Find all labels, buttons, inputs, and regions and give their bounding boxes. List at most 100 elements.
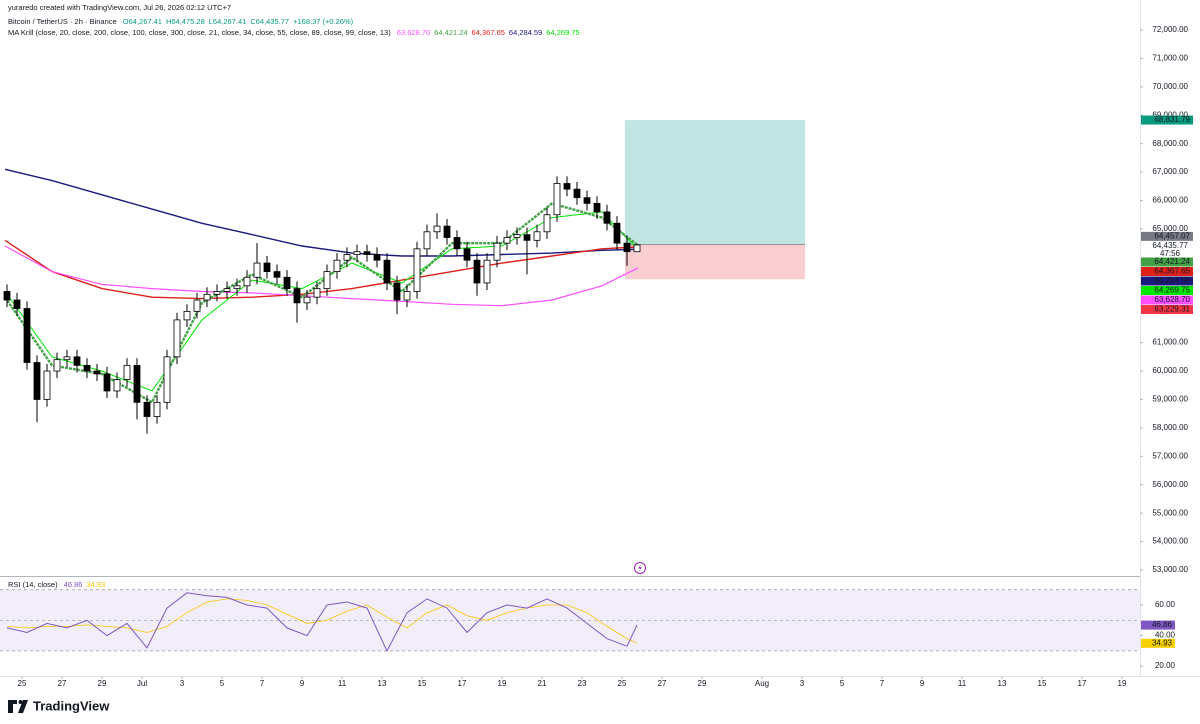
- y-tick-label: 57,000.00: [1152, 451, 1188, 460]
- x-tick-label: 17: [1078, 679, 1087, 688]
- ma-axis-label-bg: [1141, 257, 1193, 267]
- candle-body: [593, 202, 601, 213]
- candle-body: [423, 231, 431, 250]
- x-tick-label: 5: [220, 679, 225, 688]
- candle-body: [453, 237, 461, 250]
- ohlc: O64,267.41 H64,475.28 L64,267.41 C64,435.77…: [123, 17, 357, 26]
- y-tick-label: 59,000.00: [1152, 395, 1188, 404]
- y-tick-label: 58,000.00: [1152, 423, 1188, 432]
- rsi-values: 46.86 34.93: [64, 580, 110, 589]
- candle-body: [443, 225, 451, 238]
- target-label-bg: [1141, 115, 1193, 125]
- rsi-title: RSI (14, close): [8, 580, 58, 589]
- candle-body: [493, 242, 501, 261]
- candle-body: [43, 370, 51, 400]
- candle-body: [313, 288, 321, 298]
- y-tick-label: 40.00: [1155, 631, 1176, 640]
- x-tick-label: 19: [1118, 679, 1127, 688]
- candle-body: [263, 262, 271, 272]
- candle-body: [383, 259, 391, 284]
- rsi-axis-label: 46.86: [1152, 620, 1173, 629]
- candle-body: [153, 401, 161, 417]
- y-tick-label: 67,000.00: [1152, 167, 1188, 176]
- candle-body: [103, 373, 111, 392]
- countdown: 47:56: [1160, 249, 1181, 258]
- candle-body: [233, 285, 241, 290]
- candle-body: [303, 296, 311, 304]
- candle-body: [393, 282, 401, 301]
- x-tick-label: 19: [498, 679, 507, 688]
- x-tick-label: 27: [658, 679, 667, 688]
- ma-axis-label-bg: [1141, 267, 1193, 276]
- y-tick-label: 60,000.00: [1152, 366, 1188, 375]
- candle-body: [273, 271, 281, 278]
- target-label: 68,831.79: [1154, 115, 1190, 124]
- ma-axis-label-bg: [1141, 295, 1193, 305]
- candle-body: [363, 251, 371, 255]
- candle-body: [613, 222, 621, 244]
- candle-body: [123, 364, 131, 380]
- candle-body: [373, 254, 381, 261]
- y-tick-label: 70,000.00: [1152, 82, 1188, 91]
- symbol-legend: Bitcoin / TetherUS · 2h · Binance O64,26…: [8, 17, 361, 26]
- rsi-legend: RSI (14, close) 46.86 34.93: [8, 580, 113, 589]
- x-tick-label: 29: [98, 679, 107, 688]
- candle-body: [63, 356, 71, 361]
- lightning-icon[interactable]: [634, 562, 646, 574]
- candle-body: [523, 234, 531, 241]
- loss-zone: [625, 244, 805, 280]
- y-tick-label: 60.00: [1155, 600, 1176, 609]
- candle-body: [343, 254, 351, 261]
- ma-line: [4, 245, 639, 307]
- rsi-axis-label-bg: [1141, 638, 1175, 648]
- profit-zone: [625, 120, 805, 245]
- author-text: yuraredo created with TradingView.com, J…: [8, 3, 232, 12]
- candle-body: [333, 259, 341, 272]
- candle-body: [293, 288, 301, 304]
- ohlc-value: +168.37 (+0.26%): [293, 17, 354, 26]
- candle-body: [73, 356, 81, 366]
- candle-body: [513, 234, 521, 238]
- candle-body: [213, 291, 221, 295]
- candle-body: [403, 291, 411, 301]
- x-tick-label: 25: [18, 679, 27, 688]
- x-tick-label: 7: [880, 679, 885, 688]
- ma-axis-label-bg: [1141, 286, 1193, 295]
- entry-label: 64,457.07: [1154, 231, 1190, 240]
- ma-axis-label: 64,284.59: [1154, 276, 1190, 285]
- y-tick-label: 53,000.00: [1152, 565, 1188, 574]
- x-tick-label: 11: [338, 679, 347, 688]
- rsi-axis-label: 34.93: [1152, 638, 1173, 647]
- candle-body: [413, 248, 421, 292]
- candle-body: [553, 183, 561, 216]
- ma-axis-label: 64,269.75: [1154, 286, 1190, 295]
- candle-body: [483, 259, 491, 284]
- rsi-axis-label-bg: [1141, 620, 1175, 630]
- y-tick-label: 54,000.00: [1152, 537, 1188, 546]
- candle-body: [323, 271, 331, 290]
- candle-body: [533, 231, 541, 241]
- x-tick-label: 15: [418, 679, 427, 688]
- candle-body: [163, 356, 171, 403]
- y-tick-label: 20.00: [1155, 661, 1176, 670]
- x-tick-label: 13: [378, 679, 387, 688]
- candle-body: [143, 401, 151, 417]
- ma-last-value: 64,269.75: [546, 28, 580, 37]
- y-tick-label: 56,000.00: [1152, 480, 1188, 489]
- candle-body: [283, 276, 291, 290]
- y-tick-label: 72,000.00: [1152, 25, 1188, 34]
- ohlc-value: O64,267.41: [122, 17, 162, 26]
- last-price-label: 64,435.77: [1152, 241, 1188, 250]
- x-tick-label: 13: [998, 679, 1007, 688]
- x-tick-label: 9: [920, 679, 925, 688]
- ohlc-value: H64,475.28: [165, 17, 205, 26]
- x-tick-label: 27: [58, 679, 67, 688]
- ma-axis-label: 64,367.65: [1154, 267, 1190, 276]
- candle-body: [243, 276, 251, 287]
- y-tick-label: 61,000.00: [1152, 338, 1188, 347]
- author-line: yuraredo created with TradingView.com, J…: [8, 3, 235, 12]
- brand-logo: [8, 700, 28, 713]
- x-tick-label: 25: [618, 679, 627, 688]
- candle-body: [3, 291, 11, 301]
- x-tick-label: Jul: [137, 679, 147, 688]
